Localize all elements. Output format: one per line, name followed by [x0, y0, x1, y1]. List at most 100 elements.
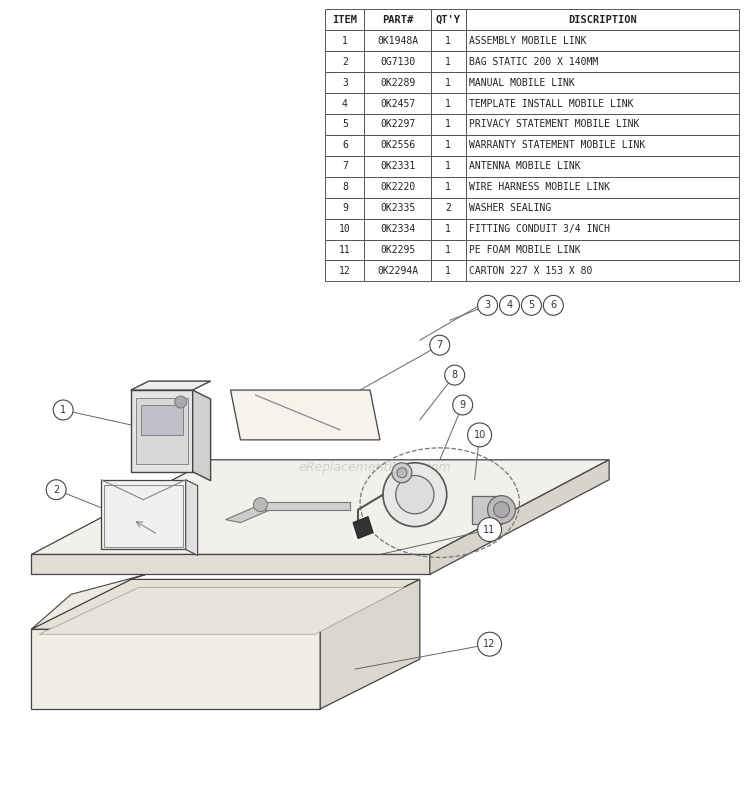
Text: 0K2220: 0K2220 — [380, 182, 416, 192]
Text: 7: 7 — [342, 161, 348, 171]
Text: QT'Y: QT'Y — [436, 15, 460, 25]
Circle shape — [500, 295, 520, 316]
Text: PRIVACY STATEMENT MOBILE LINK: PRIVACY STATEMENT MOBILE LINK — [469, 119, 639, 129]
Text: 6: 6 — [550, 300, 556, 311]
Polygon shape — [430, 460, 609, 575]
Circle shape — [53, 400, 73, 420]
Bar — [326, 10, 364, 31]
Circle shape — [397, 468, 407, 478]
Text: 0K2335: 0K2335 — [380, 203, 416, 213]
Bar — [466, 219, 739, 240]
Bar — [326, 135, 364, 156]
Text: 1: 1 — [446, 182, 452, 192]
Circle shape — [383, 462, 447, 527]
Text: ANTENNA MOBILE LINK: ANTENNA MOBILE LINK — [469, 161, 580, 171]
Polygon shape — [230, 390, 380, 440]
Circle shape — [521, 295, 542, 316]
Bar — [326, 261, 364, 282]
Bar — [430, 219, 466, 240]
Polygon shape — [353, 516, 373, 538]
Bar — [364, 240, 430, 261]
Text: 0G7130: 0G7130 — [380, 56, 416, 67]
Bar — [466, 51, 739, 72]
Polygon shape — [101, 479, 186, 550]
Text: 12: 12 — [339, 266, 351, 276]
Circle shape — [488, 495, 515, 524]
Text: 1: 1 — [446, 245, 452, 255]
Text: 3: 3 — [484, 300, 490, 311]
Bar — [364, 72, 430, 93]
Text: 1: 1 — [446, 119, 452, 129]
Bar — [326, 156, 364, 177]
Text: WIRE HARNESS MOBILE LINK: WIRE HARNESS MOBILE LINK — [469, 182, 610, 192]
Polygon shape — [472, 495, 502, 524]
Text: 3: 3 — [342, 77, 348, 88]
Circle shape — [468, 423, 491, 447]
Text: 0K1948A: 0K1948A — [377, 36, 418, 46]
Bar — [430, 51, 466, 72]
Bar — [326, 177, 364, 198]
Bar — [326, 51, 364, 72]
Text: 6: 6 — [342, 140, 348, 150]
Text: ASSEMBLY MOBILE LINK: ASSEMBLY MOBILE LINK — [469, 36, 586, 46]
Bar — [466, 240, 739, 261]
Polygon shape — [131, 381, 211, 390]
Polygon shape — [136, 398, 188, 464]
Text: 11: 11 — [484, 525, 496, 534]
Text: 1: 1 — [60, 405, 66, 415]
Text: 9: 9 — [342, 203, 348, 213]
Text: 10: 10 — [339, 224, 351, 234]
Polygon shape — [193, 390, 211, 481]
Circle shape — [430, 335, 450, 355]
Bar — [364, 198, 430, 219]
Polygon shape — [266, 502, 350, 510]
Text: 12: 12 — [484, 639, 496, 649]
Bar — [364, 219, 430, 240]
Circle shape — [478, 632, 502, 656]
Bar — [364, 261, 430, 282]
Bar — [430, 31, 466, 51]
Circle shape — [46, 479, 66, 500]
Bar — [466, 72, 739, 93]
Polygon shape — [226, 504, 275, 523]
Circle shape — [478, 295, 497, 316]
Polygon shape — [186, 479, 198, 555]
Bar — [326, 72, 364, 93]
Text: WASHER SEALING: WASHER SEALING — [469, 203, 551, 213]
Text: ITEM: ITEM — [332, 15, 357, 25]
Bar — [466, 93, 739, 114]
Bar — [364, 10, 430, 31]
Text: 1: 1 — [446, 161, 452, 171]
Circle shape — [175, 396, 187, 408]
Text: 0K2289: 0K2289 — [380, 77, 416, 88]
Text: FITTING CONDUIT 3/4 INCH: FITTING CONDUIT 3/4 INCH — [469, 224, 610, 234]
Bar — [430, 72, 466, 93]
Polygon shape — [39, 587, 405, 634]
Bar — [326, 240, 364, 261]
Bar — [430, 135, 466, 156]
Bar — [326, 198, 364, 219]
Text: 9: 9 — [460, 400, 466, 410]
Circle shape — [392, 462, 412, 483]
Bar — [326, 93, 364, 114]
Polygon shape — [320, 579, 420, 709]
Text: CARTON 227 X 153 X 80: CARTON 227 X 153 X 80 — [469, 266, 592, 276]
Text: 1: 1 — [342, 36, 348, 46]
Circle shape — [453, 395, 472, 415]
Text: 7: 7 — [436, 341, 443, 350]
Circle shape — [254, 498, 268, 512]
Bar — [430, 93, 466, 114]
Bar — [326, 219, 364, 240]
Text: 0K2334: 0K2334 — [380, 224, 416, 234]
Bar — [466, 114, 739, 135]
Polygon shape — [32, 575, 146, 629]
Bar — [430, 198, 466, 219]
Text: DISCRIPTION: DISCRIPTION — [568, 15, 637, 25]
Text: WARRANTY STATEMENT MOBILE LINK: WARRANTY STATEMENT MOBILE LINK — [469, 140, 645, 150]
Circle shape — [478, 517, 502, 541]
Text: 1: 1 — [446, 56, 452, 67]
Text: 0K2295: 0K2295 — [380, 245, 416, 255]
Bar — [364, 177, 430, 198]
Circle shape — [396, 475, 434, 514]
Bar — [430, 177, 466, 198]
